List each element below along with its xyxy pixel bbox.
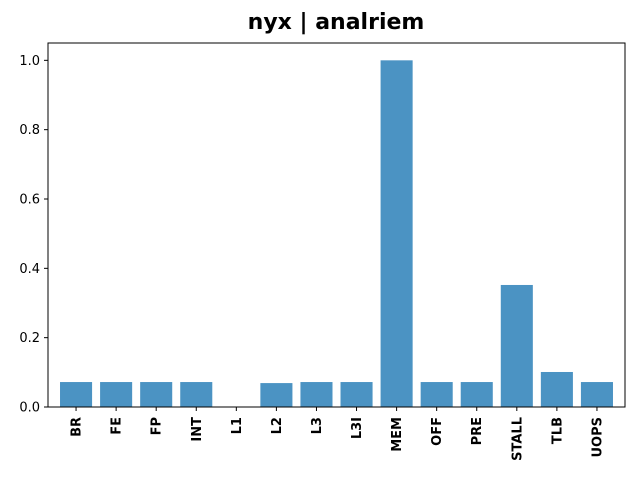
x-tick-label-br: BR <box>70 417 85 437</box>
x-tick-label-pre: PRE <box>470 417 485 445</box>
y-tick-label: 0.0 <box>19 401 40 416</box>
x-tick-label-mem: MEM <box>390 417 405 452</box>
bar-l3 <box>300 382 333 407</box>
bar-pre <box>460 382 493 407</box>
x-tick-label-tlb: TLB <box>550 417 565 444</box>
x-tick-label-l3: L3 <box>310 417 325 434</box>
x-tick-label-int: INT <box>190 417 205 442</box>
bar-stall <box>500 284 533 407</box>
y-tick-label: 0.2 <box>19 331 40 346</box>
x-tick-label-l2: L2 <box>270 417 285 434</box>
bars-group <box>60 60 613 407</box>
bar-br <box>60 382 93 407</box>
bar-l3i <box>340 382 373 407</box>
y-tick-label: 0.8 <box>19 123 40 138</box>
x-tick-label-stall: STALL <box>510 417 525 461</box>
y-tick-label: 0.6 <box>19 193 40 208</box>
bar-off <box>420 382 453 407</box>
x-tick-label-l1: L1 <box>230 417 245 434</box>
bar-mem <box>380 60 413 407</box>
x-tick-label-uops: UOPS <box>590 417 605 458</box>
x-tick-label-l3i: L3I <box>350 417 365 439</box>
y-tick-label: 1.0 <box>19 54 40 69</box>
plot-frame <box>47 42 626 408</box>
x-axis: BR FE FP INT L1 L2 L3 L3I MEM OFF PRE STALL TLB UOPS <box>70 407 605 461</box>
y-axis: 0.0 0.2 0.4 0.6 0.8 1.0 <box>19 54 48 416</box>
x-tick-label-fe: FE <box>110 417 125 435</box>
x-tick-label-off: OFF <box>430 417 445 446</box>
bar-tlb <box>540 371 573 407</box>
bar-uops <box>580 382 613 407</box>
x-tick-label-fp: FP <box>150 417 165 435</box>
bar-l2 <box>260 383 293 407</box>
y-tick-label: 0.4 <box>19 262 40 277</box>
bar-fe <box>100 382 133 407</box>
bar-int <box>180 382 213 407</box>
chart-title: nyx | analriem <box>247 10 425 35</box>
bar-fp <box>140 382 173 407</box>
